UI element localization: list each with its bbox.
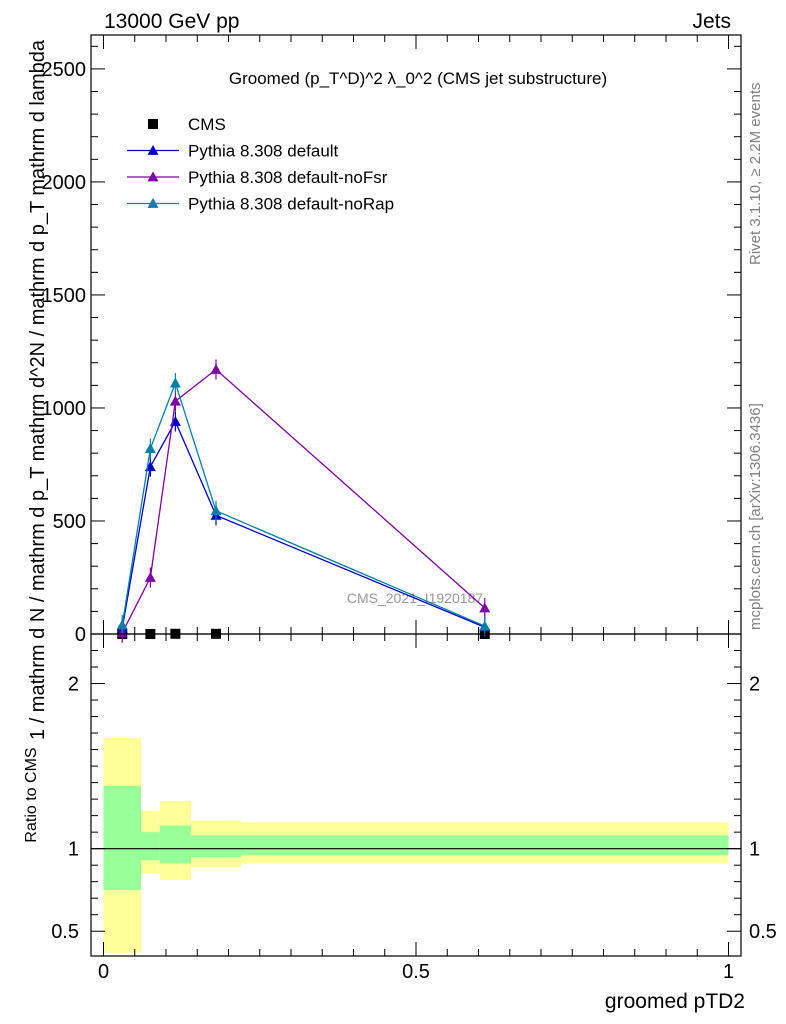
ratio-band-inner-4 <box>241 835 729 856</box>
ratio-y-tick-label-right: 2 <box>749 674 760 696</box>
ratio-plot-frame <box>90 633 742 957</box>
legend-label-3: Pythia 8.308 default-noRap <box>188 195 394 214</box>
y-tick-label: 500 <box>53 511 86 533</box>
legend-label-2: Pythia 8.308 default-noFsr <box>188 168 388 187</box>
legend-marker-cms <box>148 119 158 129</box>
ratio-y-tick-label-right: 1 <box>749 839 760 861</box>
ratio-y-tick-label-left: 2 <box>68 674 79 696</box>
ratio-band-inner-2 <box>159 825 191 864</box>
ratio-y-tick-label-right: 0.5 <box>749 921 777 943</box>
ratio-band-inner-1 <box>141 832 160 861</box>
ratio-plot-ticks: 0.5 0.5 1 1 2 2 0 0.5 1 <box>51 634 777 983</box>
legend-label-1: Pythia 8.308 default <box>188 142 339 161</box>
series-marker <box>479 602 491 613</box>
ratio-y-axis-label: Ratio to CMS <box>23 747 40 842</box>
series-marker <box>479 620 491 631</box>
series-marker <box>116 619 128 630</box>
x-tick-label: 0.5 <box>402 961 430 983</box>
x-axis-label: groomed pTD2 <box>605 990 745 1013</box>
y-tick-label: 1000 <box>42 398 87 420</box>
series-marker <box>210 364 222 374</box>
series-marker <box>144 571 156 582</box>
main-plot-panel: Groomed (p_T^D)^2 λ_0^2 (CMS jet substru… <box>27 34 742 740</box>
legend-marker-1 <box>147 145 159 155</box>
main-plot-ticks: 0 500 1000 1500 2000 2500 <box>42 35 741 646</box>
y-tick-label: 0 <box>75 624 86 646</box>
ratio-uncertainty-bands <box>91 738 741 953</box>
legend: CMS Pythia 8.308 default Pythia 8.308 defa… <box>127 115 394 214</box>
header-right-label: Jets <box>692 10 731 33</box>
y-tick-label: 1500 <box>42 285 87 307</box>
y-axis-label: 1 / mathrm d N / mathrm d p_T mathrm d^2… <box>27 39 49 740</box>
mcplots-label: mcplots.cern.ch [arXiv:1306.3436] <box>747 403 764 630</box>
series-3 <box>116 373 491 637</box>
ratio-band-inner-0 <box>103 785 141 890</box>
ratio-band-inner-3 <box>191 835 241 857</box>
y-tick-label: 2000 <box>42 172 87 194</box>
ratio-y-tick-label-left: 0.5 <box>51 921 79 943</box>
plot-title: Groomed (p_T^D)^2 λ_0^2 (CMS jet substru… <box>229 69 607 88</box>
ratio-plot-panel: 0.5 0.5 1 1 2 2 0 0.5 1 Ratio to CMS groomed pTD… <box>23 633 777 1013</box>
y-tick-label: 2500 <box>42 59 87 81</box>
header-left-label: 13000 GeV pp <box>104 10 239 33</box>
series-marker <box>169 395 181 406</box>
x-tick-label: 0 <box>98 961 109 983</box>
rivet-version-label: Rivet 3.1.10, ≥ 2.2M events <box>747 83 764 266</box>
x-tick-label: 1 <box>723 961 734 983</box>
ratio-y-tick-label-left: 1 <box>68 839 79 861</box>
legend-marker-3 <box>147 198 159 208</box>
series-marker <box>169 377 181 388</box>
series-marker <box>210 505 222 516</box>
legend-marker-2 <box>147 171 159 182</box>
ratio-plot-border <box>90 633 742 957</box>
legend-label-0: CMS <box>188 115 226 134</box>
series-marker <box>144 443 156 454</box>
